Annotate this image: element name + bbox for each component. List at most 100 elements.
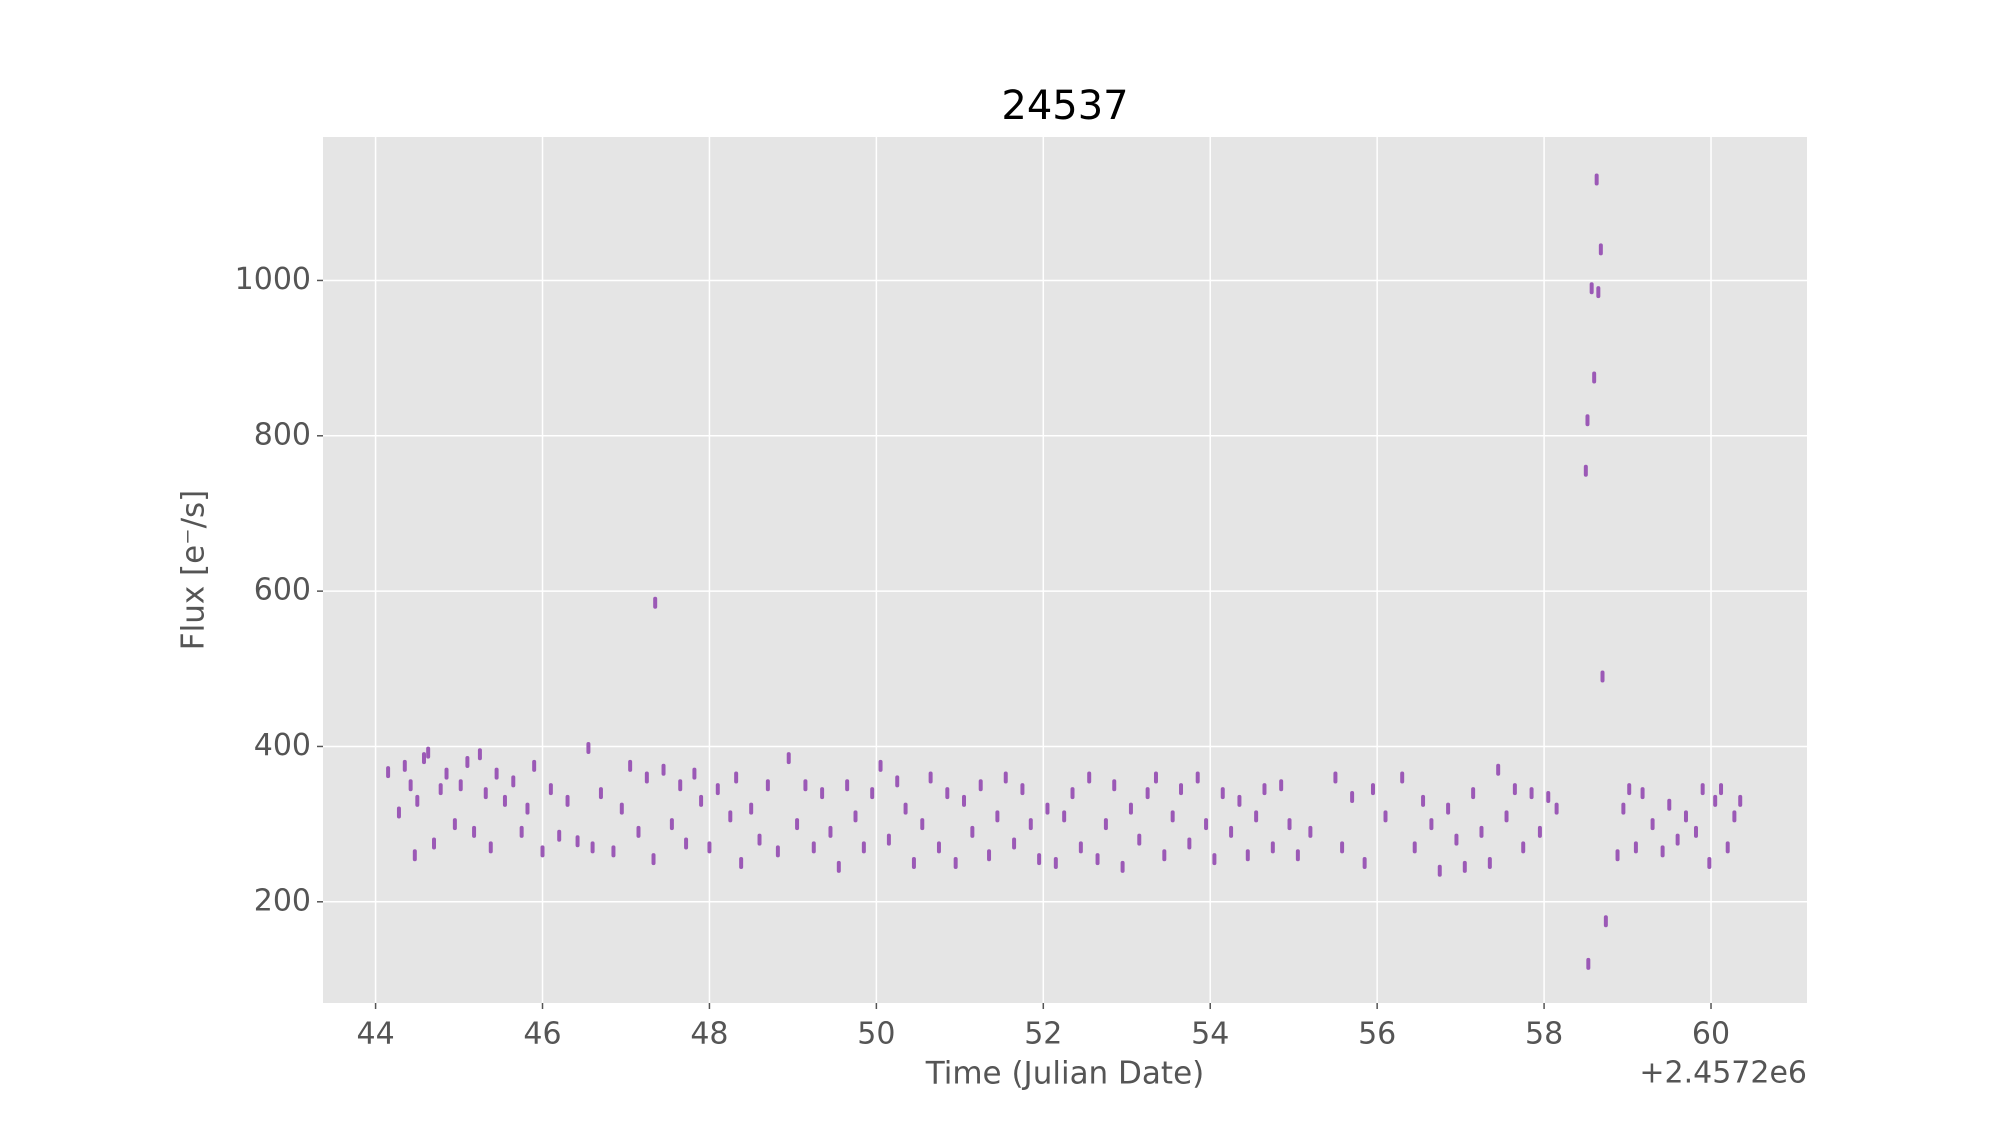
data-point <box>396 806 401 819</box>
data-point <box>1596 286 1601 299</box>
data-point <box>953 856 958 869</box>
data-point <box>978 779 983 792</box>
data-point <box>452 818 457 831</box>
data-point <box>432 837 437 850</box>
data-point <box>962 794 967 807</box>
data-point <box>845 779 850 792</box>
data-point <box>1237 794 1242 807</box>
x-offset-label: +2.4572e6 <box>1639 1056 1807 1091</box>
y-tick-label: 400 <box>254 728 311 763</box>
data-point <box>1087 771 1092 784</box>
data-point <box>1592 371 1597 384</box>
data-point <box>1600 670 1605 683</box>
data-point <box>651 853 656 866</box>
data-point <box>1195 771 1200 784</box>
data-point <box>1529 787 1534 800</box>
data-point <box>598 787 603 800</box>
data-point <box>749 802 754 815</box>
data-point <box>1554 802 1559 815</box>
data-point <box>1627 783 1632 796</box>
data-point <box>502 794 507 807</box>
data-point <box>920 818 925 831</box>
x-tick-label: 54 <box>1191 1017 1229 1052</box>
data-point <box>408 779 413 792</box>
data-point <box>548 783 553 796</box>
data-point <box>1028 818 1033 831</box>
data-point <box>1640 787 1645 800</box>
data-point <box>1370 783 1375 796</box>
data-point <box>532 759 537 772</box>
data-point <box>557 829 562 842</box>
data-point <box>757 833 762 846</box>
data-point <box>1020 783 1025 796</box>
data-point <box>438 783 443 796</box>
data-point <box>1270 841 1275 854</box>
data-point <box>1179 783 1184 796</box>
x-tick-label: 60 <box>1692 1017 1730 1052</box>
data-point <box>678 779 683 792</box>
data-point <box>1487 856 1492 869</box>
data-point <box>540 845 545 858</box>
data-point <box>945 787 950 800</box>
data-point <box>1537 825 1542 838</box>
data-point <box>1340 841 1345 854</box>
data-point <box>1170 810 1175 823</box>
data-point <box>853 810 858 823</box>
data-point <box>412 849 417 862</box>
data-point <box>1279 779 1284 792</box>
data-point <box>1308 825 1313 838</box>
data-point <box>1667 798 1672 811</box>
data-point <box>1204 818 1209 831</box>
data-point <box>886 833 891 846</box>
data-point <box>903 802 908 815</box>
data-point <box>628 759 633 772</box>
data-point <box>1707 856 1712 869</box>
data-point <box>1615 849 1620 862</box>
data-point <box>895 775 900 788</box>
data-point <box>1421 794 1426 807</box>
data-point <box>911 856 916 869</box>
data-point <box>1583 464 1588 477</box>
y-tick-label: 1000 <box>235 262 311 297</box>
data-point <box>653 596 658 609</box>
data-point <box>1589 282 1594 295</box>
data-point <box>739 856 744 869</box>
data-point <box>1095 853 1100 866</box>
data-point <box>565 794 570 807</box>
data-point <box>728 810 733 823</box>
data-point <box>1412 841 1417 854</box>
data-point <box>1462 860 1467 873</box>
data-point <box>1594 173 1599 186</box>
data-point <box>1053 856 1058 869</box>
data-point <box>861 841 866 854</box>
data-point <box>1683 810 1688 823</box>
data-point <box>1660 845 1665 858</box>
plot-area <box>323 137 1807 1003</box>
data-point <box>870 787 875 800</box>
data-point <box>1400 771 1405 784</box>
data-point <box>465 755 470 768</box>
x-tick-label: 48 <box>690 1017 728 1052</box>
data-point <box>1504 810 1509 823</box>
data-point <box>878 759 883 772</box>
data-point <box>786 752 791 765</box>
data-point <box>1512 783 1517 796</box>
data-point <box>1586 957 1591 970</box>
data-point <box>386 766 391 779</box>
data-point <box>1103 818 1108 831</box>
data-point <box>1162 849 1167 862</box>
data-point <box>575 835 580 848</box>
data-point <box>1603 915 1608 928</box>
data-point <box>1145 787 1150 800</box>
data-point <box>611 845 616 858</box>
data-point <box>1128 802 1133 815</box>
data-point <box>1212 853 1217 866</box>
data-point <box>488 841 493 854</box>
data-point <box>1738 794 1743 807</box>
data-point <box>995 810 1000 823</box>
y-axis-label: Flux [e⁻/s] <box>176 490 212 651</box>
data-point <box>699 794 704 807</box>
data-point <box>970 825 975 838</box>
